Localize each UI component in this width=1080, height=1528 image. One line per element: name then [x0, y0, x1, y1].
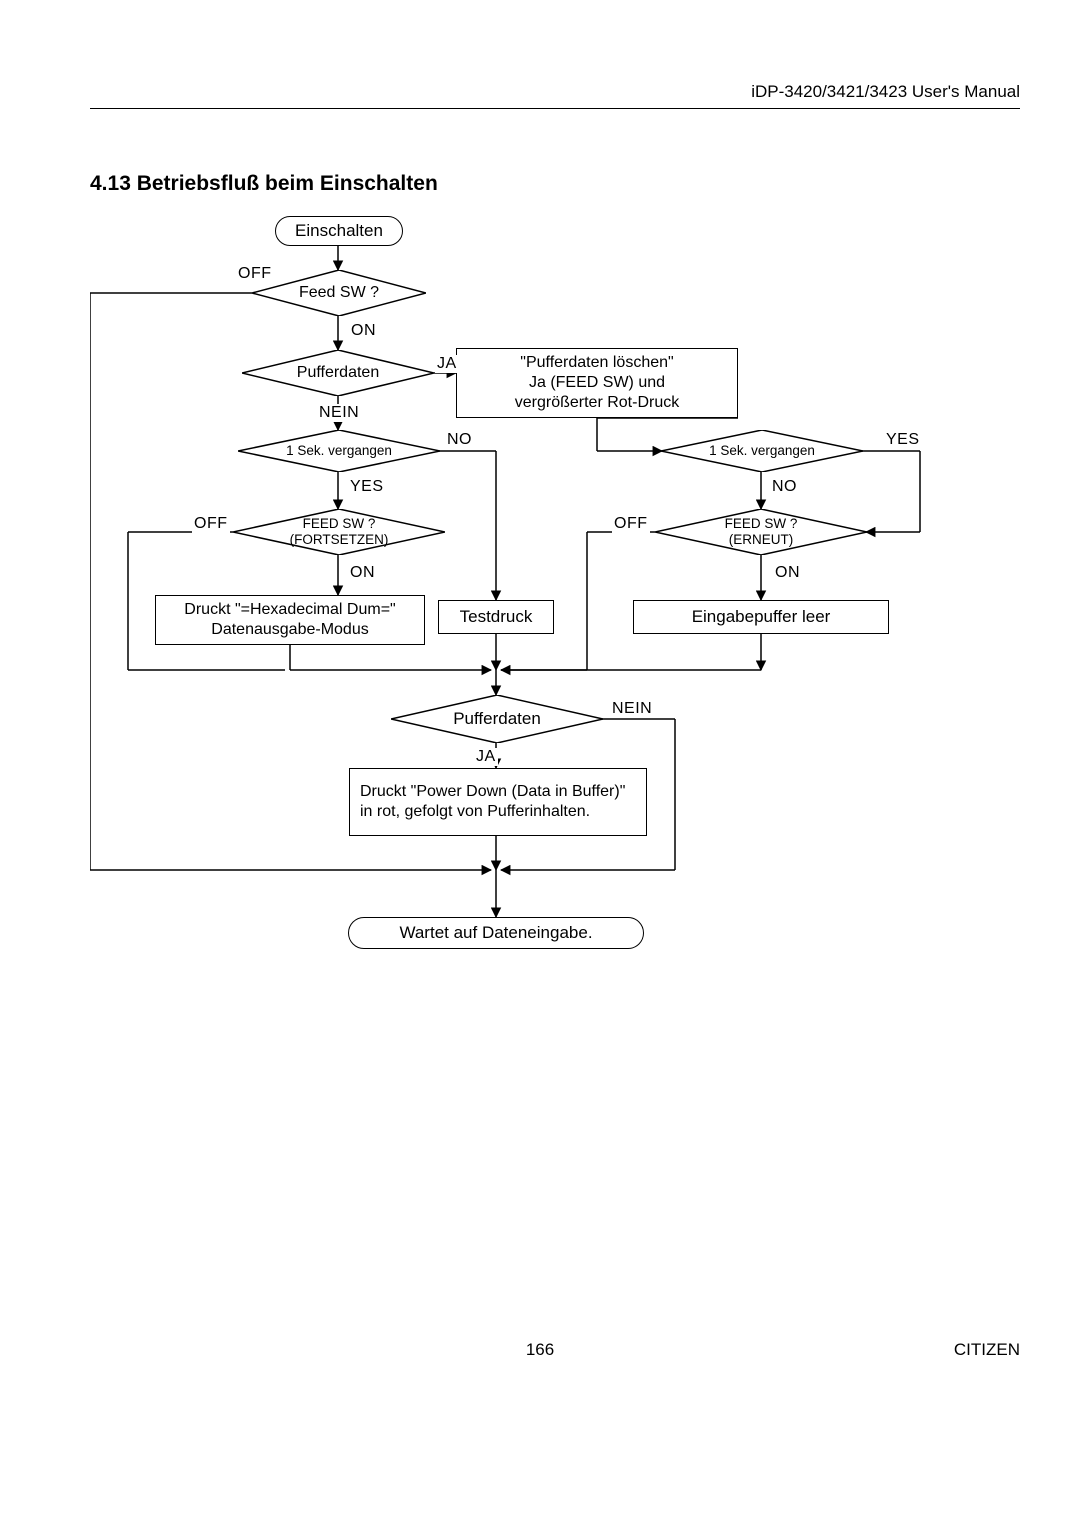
node-powerdown: Druckt "Power Down (Data in Buffer)" in …: [349, 768, 647, 836]
node-clearbuf: Eingabepuffer leer: [633, 600, 889, 634]
page-number: 166: [0, 1340, 1080, 1360]
flowchart: Einschalten Feed SW ? Pufferdaten "Pufferda…: [90, 210, 1020, 980]
node-test: Testdruck: [438, 600, 554, 634]
footer-brand: CITIZEN: [954, 1340, 1020, 1360]
edge-label: OFF: [236, 265, 274, 283]
node-start: Einschalten: [275, 216, 403, 246]
edge-label: YES: [348, 478, 386, 496]
node-puff1: Pufferdaten: [242, 350, 434, 396]
header-rule: [90, 108, 1020, 109]
edge-label: JA: [474, 748, 498, 766]
header-right-text: iDP-3420/3421/3423 User's Manual: [751, 82, 1020, 102]
edge-label: ON: [349, 322, 378, 340]
node-puff2: Pufferdaten: [391, 695, 603, 743]
node-sec1: 1 Sek. vergangen: [238, 430, 440, 472]
edge-label: NEIN: [317, 404, 361, 422]
node-feedsw3: FEED SW ?(ERNEUT): [655, 509, 867, 555]
edge-label: JA: [435, 355, 459, 373]
document-page: iDP-3420/3421/3423 User's Manual 4.13 Be…: [0, 0, 1080, 1528]
edge-label: ON: [773, 564, 802, 582]
edge-label: NEIN: [610, 700, 654, 718]
node-hex: Druckt "=Hexadecimal Dum="Datenausgabe-M…: [155, 595, 425, 645]
node-feedsw2: FEED SW ?(FORTSETZEN): [233, 509, 445, 555]
edge-label: OFF: [192, 515, 230, 533]
node-wait: Wartet auf Dateneingabe.: [348, 917, 644, 949]
node-feedsw: Feed SW ?: [252, 270, 426, 316]
edge-label: OFF: [612, 515, 650, 533]
edge-label: NO: [770, 478, 799, 496]
edge-label: ON: [348, 564, 377, 582]
node-msgbox: "Pufferdaten löschen"Ja (FEED SW) undver…: [456, 348, 738, 418]
node-sec2: 1 Sek. vergangen: [661, 430, 863, 472]
edge-label: YES: [884, 431, 922, 449]
edge-label: NO: [445, 431, 474, 449]
section-title: 4.13 Betriebsfluß beim Einschalten: [90, 172, 438, 196]
